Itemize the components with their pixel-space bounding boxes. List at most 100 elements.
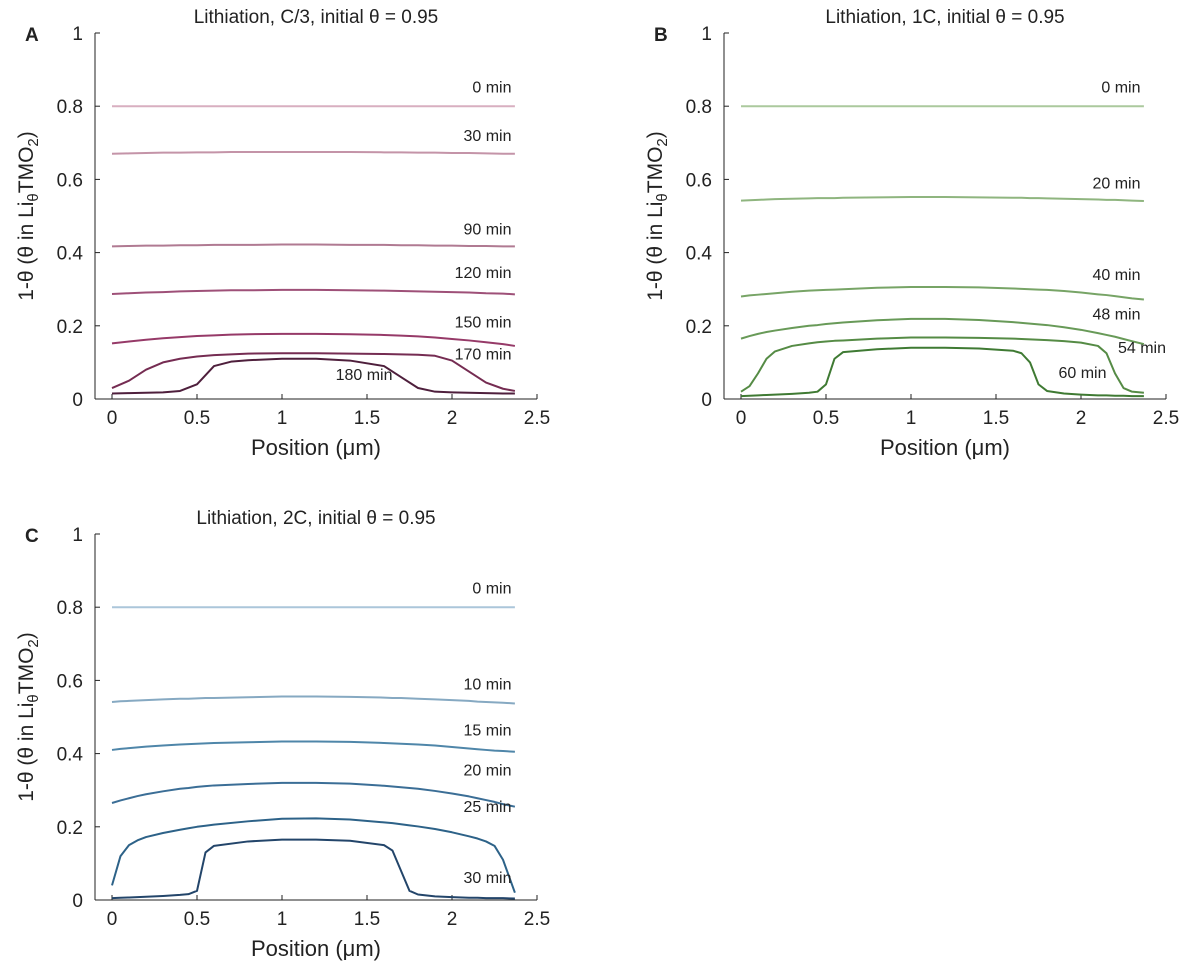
x-tick-label: 2.5: [524, 408, 550, 429]
y-tick-label: 0.4: [57, 745, 84, 766]
x-tick-label: 0.5: [184, 408, 210, 429]
line-label: 60 min: [1058, 365, 1106, 382]
y-axis-label-part: ): [15, 131, 38, 138]
x-tick-label: 1: [277, 408, 288, 429]
y-tick-label: 1: [72, 24, 83, 45]
panel-label: C: [25, 526, 39, 547]
line-label: 0 min: [472, 580, 511, 597]
x-tick-label: 0.5: [813, 408, 839, 429]
data-line: [111, 817, 516, 894]
y-tick-label: 0.2: [686, 317, 712, 338]
line-label: 180 min: [336, 367, 393, 384]
line-label: 0 min: [472, 79, 511, 96]
subplot: B Lithiation, 1C, initial θ = 0.95 Positio…: [644, 7, 1179, 460]
y-axis-label: 1-θ (θ in LiθTMO2): [15, 632, 42, 802]
x-tick-label: 1.5: [354, 408, 380, 429]
y-tick-label: 0.8: [57, 598, 83, 619]
x-tick-label: 1.5: [354, 909, 380, 930]
y-tick-label: 0.4: [57, 244, 84, 265]
y-tick-label: 0.2: [57, 317, 83, 338]
line-label: 48 min: [1092, 307, 1140, 324]
data-line: [111, 838, 515, 900]
y-tick-label: 0.8: [686, 97, 712, 118]
line-label: 20 min: [1092, 176, 1140, 193]
x-tick-label: 1.5: [983, 408, 1009, 429]
y-tick-label: 0: [701, 390, 712, 411]
x-tick-label: 0: [736, 408, 747, 429]
y-tick-label: 1: [72, 525, 83, 546]
line-label: 15 min: [463, 722, 511, 739]
panel-label: B: [654, 25, 668, 46]
panel-label: A: [25, 25, 39, 46]
y-axis-label-part: TMO: [644, 147, 667, 194]
y-axis-label-part: 1-θ (θ in Li: [644, 202, 667, 301]
y-axis-label-part: 2: [25, 138, 42, 146]
y-axis-label-part: θ: [25, 193, 42, 201]
line-label: 90 min: [463, 221, 511, 238]
y-axis-label: 1-θ (θ in LiθTMO2): [644, 131, 671, 301]
x-axis-label: Position (μm): [880, 435, 1010, 460]
y-axis-label: 1-θ (θ in LiθTMO2): [15, 131, 42, 301]
data-line: [740, 336, 1144, 394]
x-tick-label: 2.5: [524, 909, 550, 930]
y-tick-label: 1: [701, 24, 712, 45]
x-tick-label: 0: [107, 408, 118, 429]
y-tick-label: 0.6: [57, 671, 83, 692]
line-label: 30 min: [463, 870, 511, 887]
data-line: [740, 195, 1144, 202]
line-label: 20 min: [463, 763, 511, 780]
y-tick-label: 0.6: [57, 170, 83, 191]
y-axis-label-part: TMO: [15, 648, 38, 695]
y-tick-label: 0.6: [686, 170, 712, 191]
x-tick-label: 2: [447, 909, 458, 930]
y-tick-label: 0.8: [57, 97, 83, 118]
subplot: A Lithiation, C/3, initial θ = 0.95 Positi…: [15, 7, 550, 460]
line-label: 30 min: [463, 128, 511, 145]
y-axis-label-part: θ: [654, 193, 671, 201]
subplot: C Lithiation, 2C, initial θ = 0.95 Positio…: [15, 508, 550, 961]
data-line: [111, 288, 515, 296]
y-axis-label-part: 2: [654, 138, 671, 146]
x-tick-label: 1: [277, 909, 288, 930]
y-tick-label: 0: [72, 390, 83, 411]
y-axis-label-part: ): [644, 131, 667, 138]
y-axis-label-part: ): [15, 632, 38, 639]
x-axis-label: Position (μm): [251, 936, 381, 961]
data-line: [111, 357, 515, 395]
x-tick-label: 1: [906, 408, 917, 429]
data-line: [111, 695, 515, 705]
y-axis-label-part: TMO: [15, 147, 38, 194]
y-tick-label: 0.2: [57, 818, 83, 839]
data-line: [111, 243, 515, 248]
line-label: 0 min: [1101, 79, 1140, 96]
line-label: 40 min: [1092, 267, 1140, 284]
line-label: 10 min: [463, 677, 511, 694]
data-line: [111, 332, 516, 347]
y-axis-label-part: 1-θ (θ in Li: [15, 202, 38, 301]
y-axis-label-part: 2: [25, 639, 42, 647]
line-label: 120 min: [455, 265, 512, 282]
y-tick-label: 0: [72, 891, 83, 912]
chart-title: Lithiation, C/3, initial θ = 0.95: [194, 7, 439, 28]
x-tick-label: 2: [1076, 408, 1087, 429]
data-line: [111, 352, 516, 392]
data-line: [111, 781, 516, 808]
data-line: [740, 317, 1145, 346]
data-line: [111, 740, 515, 753]
line-label: 150 min: [455, 315, 512, 332]
data-line: [740, 346, 1144, 398]
x-tick-label: 0: [107, 909, 118, 930]
line-label: 54 min: [1118, 340, 1166, 357]
x-axis-label: Position (μm): [251, 435, 381, 460]
line-label: 25 min: [463, 799, 511, 816]
data-line: [740, 286, 1144, 301]
x-tick-label: 0.5: [184, 909, 210, 930]
x-tick-label: 2.5: [1153, 408, 1179, 429]
x-tick-label: 2: [447, 408, 458, 429]
y-tick-label: 0.4: [686, 244, 713, 265]
y-axis-label-part: θ: [25, 694, 42, 702]
chart-title: Lithiation, 2C, initial θ = 0.95: [196, 508, 435, 529]
data-line: [111, 150, 515, 155]
